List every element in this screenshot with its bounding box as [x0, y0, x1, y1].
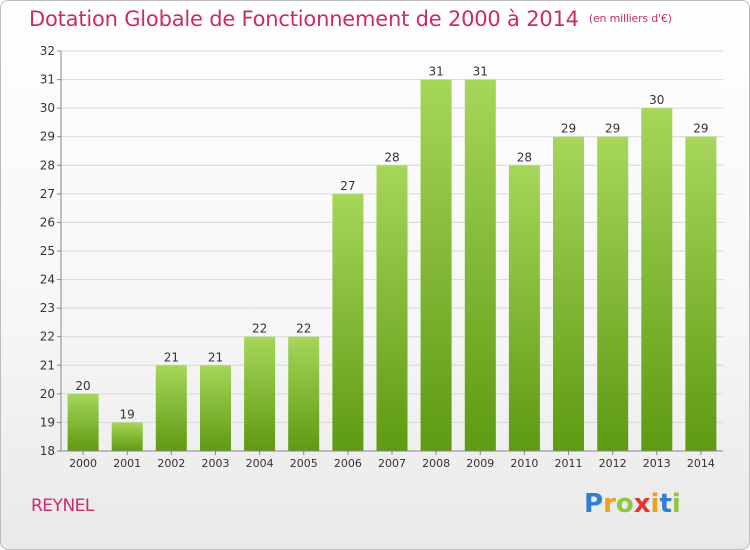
y-tick-label: 25 — [40, 244, 55, 258]
data-label-2004: 22 — [252, 322, 267, 336]
logo-letter: i — [671, 489, 681, 519]
bar-2003 — [200, 365, 231, 451]
data-label-2007: 28 — [384, 150, 399, 164]
x-tick-label-2003: 2003 — [201, 457, 229, 470]
logo-letter: i — [650, 489, 660, 519]
x-tick-label-2009: 2009 — [466, 457, 494, 470]
x-tick-label-2008: 2008 — [422, 457, 450, 470]
y-tick-label: 23 — [40, 301, 55, 315]
chart-title: Dotation Globale de Fonctionnement de 20… — [29, 7, 672, 31]
commune-name: REYNEL — [31, 496, 94, 516]
x-tick-label-2013: 2013 — [643, 457, 671, 470]
data-label-2009: 31 — [473, 65, 488, 79]
x-tick-label-2014: 2014 — [687, 457, 715, 470]
data-label-2005: 22 — [296, 322, 311, 336]
y-tick-label: 32 — [40, 44, 55, 58]
bar-2004 — [244, 336, 276, 451]
bar-2010 — [508, 165, 540, 452]
data-label-2014: 29 — [693, 122, 708, 136]
x-tick-label-2004: 2004 — [246, 457, 274, 470]
x-tick-label-2005: 2005 — [290, 457, 318, 470]
logo-letter: P — [584, 489, 604, 519]
bar-2008 — [420, 79, 452, 451]
chart-title-text: Dotation Globale de Fonctionnement de 20… — [29, 7, 579, 31]
bar-2006 — [332, 193, 364, 451]
logo-letter: t — [659, 489, 672, 519]
y-tick-label: 31 — [40, 73, 55, 87]
y-tick-label: 18 — [40, 444, 55, 458]
x-tick-label-2000: 2000 — [69, 457, 97, 470]
logo-letter: o — [615, 489, 634, 519]
x-tick-label-2011: 2011 — [555, 457, 583, 470]
x-tick-label-2006: 2006 — [334, 457, 362, 470]
data-label-2008: 31 — [428, 65, 443, 79]
y-tick-label: 19 — [40, 415, 55, 429]
x-tick-label-2007: 2007 — [378, 457, 406, 470]
y-tick-label: 29 — [40, 130, 55, 144]
bar-2014 — [685, 136, 717, 451]
y-tick-label: 20 — [40, 387, 55, 401]
x-tick-label-2010: 2010 — [510, 457, 538, 470]
bar-2011 — [553, 136, 584, 451]
data-label-2011: 29 — [561, 122, 576, 136]
x-tick-label-2012: 2012 — [599, 457, 627, 470]
chart-unit: (en milliers d'€) — [588, 12, 672, 25]
bar-2009 — [464, 79, 496, 451]
bar-2002 — [155, 365, 187, 451]
data-label-2012: 29 — [605, 122, 620, 136]
y-tick-label: 28 — [40, 158, 55, 172]
bar-2001 — [111, 422, 143, 451]
logo-letter: r — [603, 489, 616, 519]
bar-2012 — [597, 136, 629, 451]
data-label-2001: 19 — [120, 407, 135, 421]
x-tick-label-2001: 2001 — [113, 457, 141, 470]
data-label-2000: 20 — [75, 379, 90, 393]
bar-2007 — [376, 165, 408, 452]
bar-2013 — [641, 108, 673, 451]
y-tick-label: 26 — [40, 215, 55, 229]
x-tick-label-2002: 2002 — [157, 457, 185, 470]
y-tick-label: 22 — [40, 330, 55, 344]
data-label-2013: 30 — [649, 93, 664, 107]
y-tick-label: 27 — [40, 187, 55, 201]
bar-2000 — [67, 393, 99, 451]
y-tick-label: 30 — [40, 101, 55, 115]
data-label-2003: 21 — [208, 350, 223, 364]
proxiti-logo: Proxiti — [584, 489, 681, 519]
bar-2005 — [288, 336, 320, 451]
logo-letter: x — [633, 489, 651, 519]
data-label-2010: 28 — [517, 150, 532, 164]
y-tick-label: 21 — [40, 358, 55, 372]
y-tick-label: 24 — [40, 273, 55, 287]
data-label-2002: 21 — [164, 350, 179, 364]
data-label-2006: 27 — [340, 179, 355, 193]
